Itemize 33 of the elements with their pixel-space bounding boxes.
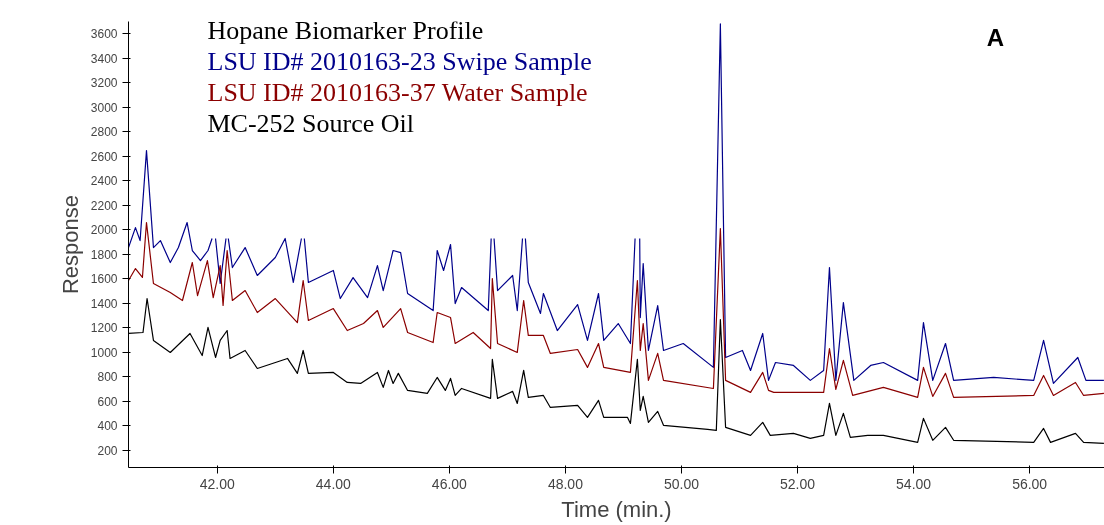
y-tick-label: 800 bbox=[97, 370, 118, 385]
x-tick-label: 56.00 bbox=[1012, 475, 1048, 492]
y-tick-label: 3200 bbox=[90, 76, 118, 91]
y-tick-label: 600 bbox=[97, 394, 118, 409]
x-tick-label: 46.00 bbox=[431, 475, 468, 492]
y-tick-label: 3000 bbox=[90, 100, 118, 115]
y-tick-label: 1600 bbox=[90, 272, 118, 287]
y-tick-label: 3400 bbox=[90, 51, 118, 66]
y-tick-label: 1400 bbox=[90, 296, 118, 311]
x-tick-label: 44.00 bbox=[315, 475, 352, 492]
y-tick-label: 1000 bbox=[90, 345, 118, 360]
y-tick-label: 2000 bbox=[90, 223, 118, 238]
y-tick-label: 400 bbox=[97, 419, 118, 434]
y-tick-label: 2600 bbox=[90, 149, 118, 164]
y-tick-label: 3600 bbox=[90, 27, 118, 42]
x-tick-label: 50.00 bbox=[663, 475, 700, 492]
y-axis-title: Response bbox=[57, 194, 83, 295]
text: MC-252 Source Oil bbox=[207, 108, 415, 138]
y-tick-label: 200 bbox=[97, 443, 118, 458]
x-tick-label: 54.00 bbox=[896, 475, 932, 492]
text: LSU ID# 2010163-23 Swipe Sample bbox=[207, 46, 592, 76]
annotation: A bbox=[986, 23, 1005, 51]
y-tick-label: 1800 bbox=[90, 247, 118, 262]
text: LSU ID# 2010163-37 Water Sample bbox=[207, 77, 588, 107]
x-tick-label: 48.00 bbox=[547, 475, 584, 492]
line-series bbox=[128, 221, 1104, 399]
y-tick-label: 2800 bbox=[90, 125, 118, 140]
y-tick-label: 1200 bbox=[90, 321, 118, 336]
x-tick-label: 52.00 bbox=[780, 475, 816, 492]
x-axis-title: Time (min.) bbox=[561, 496, 672, 522]
y-tick-label: 2400 bbox=[90, 174, 118, 189]
y-tick-label: 2200 bbox=[90, 198, 118, 213]
x-tick-label: 42.00 bbox=[199, 475, 236, 492]
